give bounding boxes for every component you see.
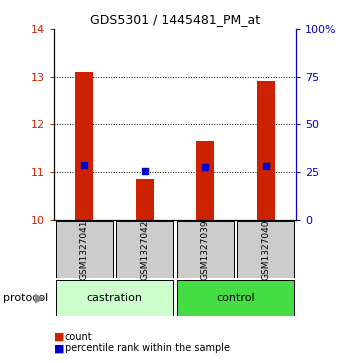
Bar (117, 221, 173, 278)
Text: castration: castration (87, 293, 143, 303)
Text: GSM1327039: GSM1327039 (201, 219, 210, 280)
Bar (177, 280, 294, 316)
Bar (56, 280, 173, 316)
Title: GDS5301 / 1445481_PM_at: GDS5301 / 1445481_PM_at (90, 13, 260, 26)
Bar (136, 179, 154, 220)
Text: ■: ■ (54, 332, 65, 342)
Text: GSM1327041: GSM1327041 (80, 219, 89, 280)
Text: percentile rank within the sample: percentile rank within the sample (65, 343, 230, 354)
Bar (75, 72, 93, 220)
Text: ▶: ▶ (35, 291, 45, 304)
Text: GSM1327040: GSM1327040 (261, 219, 270, 280)
Text: control: control (216, 293, 255, 303)
Text: protocol: protocol (4, 293, 49, 303)
Bar (177, 221, 233, 278)
Text: count: count (65, 332, 92, 342)
Text: GSM1327042: GSM1327042 (140, 219, 149, 280)
Bar (257, 81, 275, 220)
Bar (237, 221, 294, 278)
Bar (196, 141, 214, 220)
Bar (56, 221, 113, 278)
Text: ■: ■ (54, 343, 65, 354)
